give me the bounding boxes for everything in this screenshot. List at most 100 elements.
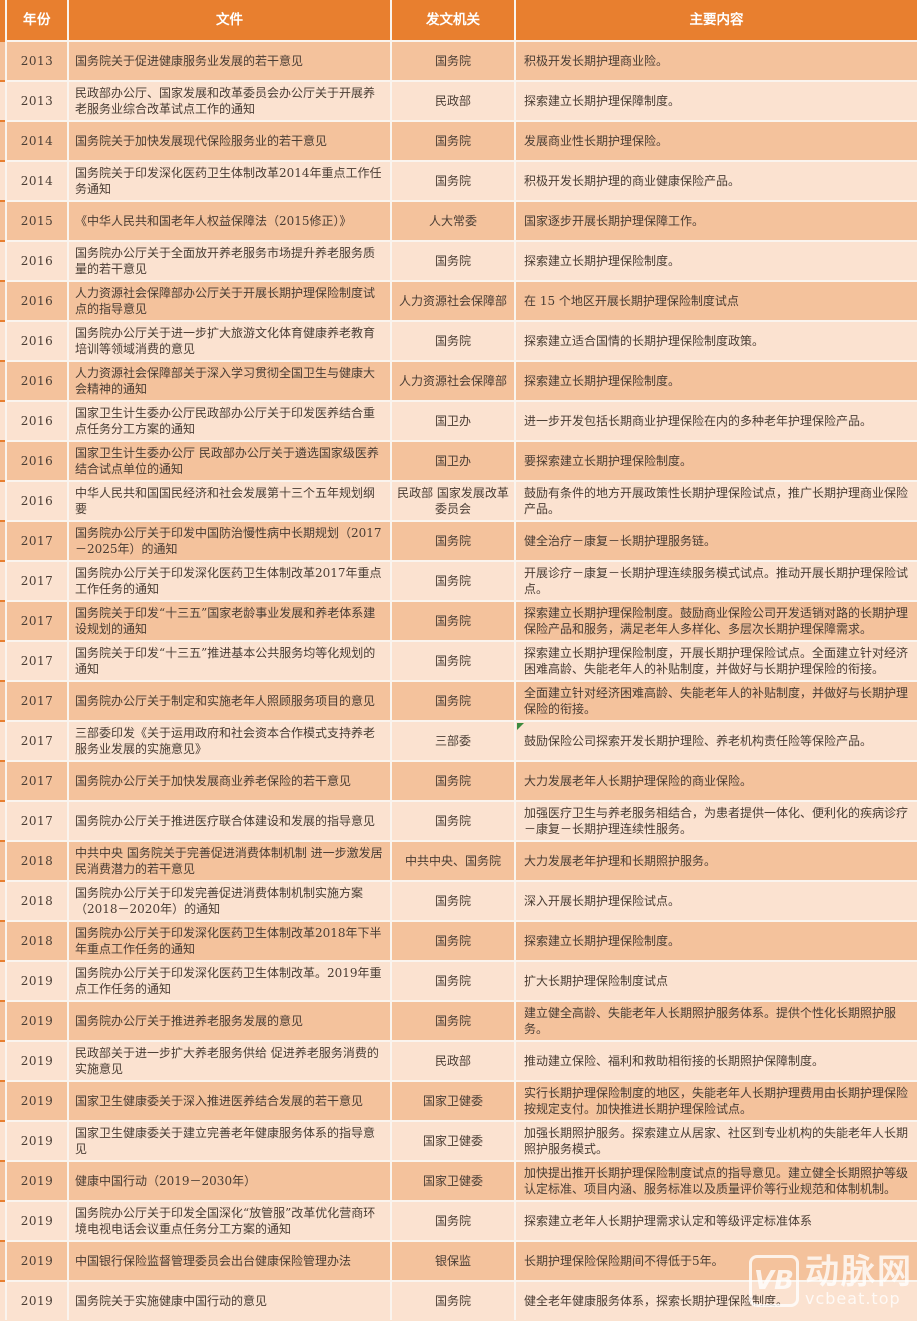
table-row: 2014 国务院关于印发深化医药卫生体制改革2014年重点工作任务通知 国务院 积极开… — [0, 160, 917, 200]
cell-content: 在 15 个地区开展长期护理保险制度试点 — [514, 280, 917, 320]
cell-text: 2016 — [20, 454, 54, 468]
row-edge-strip — [0, 1280, 5, 1320]
table-row: 2017 三部委印发《关于运用政府和社会资本合作模式支持养老服务业发展的实施意见》… — [0, 720, 917, 760]
cell-text: 探索建立长期护理保险制度，开展长期护理保险试点。全面建立针对经济困难高龄、失能老… — [524, 646, 909, 676]
table-row: 2013 民政部办公厅、国家发展和改革委员会办公厅关于开展养老服务业综合改革试点工… — [0, 80, 917, 120]
cell-text: 2016 — [20, 494, 54, 508]
cell-file: 三部委印发《关于运用政府和社会资本合作模式支持养老服务业发展的实施意见》 — [67, 720, 390, 760]
cell-text: 国务院 — [434, 774, 471, 788]
cell-text: 国务院 — [434, 134, 471, 148]
cell-content: 探索建立长期护理保险制度。 — [514, 920, 917, 960]
cell-text: 2017 — [20, 734, 54, 748]
cell-text: 国务院办公厅关于印发深化医药卫生体制改革。2019年重点工作任务的通知 — [75, 966, 382, 996]
table-row: 2017 国务院办公厅关于推进医疗联合体建设和发展的指导意见 国务院 加强医疗卫生与养… — [0, 800, 917, 840]
cell-text: 2017 — [20, 534, 54, 548]
cell-file: 国务院办公厅关于印发深化医药卫生体制改革2018年下半年重点工作任务的通知 — [67, 920, 390, 960]
row-edge-strip — [0, 400, 5, 440]
row-edge-strip — [0, 1120, 5, 1160]
cell-text: 深入开展长期护理保险试点。 — [524, 894, 681, 908]
cell-file: 国务院关于印发“十三五”推进基本公共服务均等化规划的通知 — [67, 640, 390, 680]
row-edge-strip — [0, 440, 5, 480]
cell-agency: 国务院 — [390, 800, 514, 840]
cell-text: 2017 — [20, 614, 54, 628]
cell-year: 2019 — [5, 1160, 67, 1200]
cell-year: 2017 — [5, 520, 67, 560]
row-edge-strip — [0, 120, 5, 160]
cell-text: 国家卫生健康委关于建立完善老年健康服务体系的指导意见 — [75, 1126, 376, 1156]
cell-text: 大力发展老年护理和长期照护服务。 — [524, 854, 717, 868]
cell-content: 探索建立长期护理保险制度。 — [514, 360, 917, 400]
cell-year: 2017 — [5, 680, 67, 720]
cell-text: 国家卫健委 — [422, 1134, 483, 1148]
row-edge-strip — [0, 1080, 5, 1120]
cell-year: 2015 — [5, 200, 67, 240]
cell-text: 2017 — [20, 574, 54, 588]
cell-text: 国务院 — [434, 1214, 471, 1228]
cell-text: 国家卫健委 — [422, 1174, 483, 1188]
cell-text: 2018 — [20, 894, 54, 908]
cell-agency: 人力资源社会保障部 — [390, 360, 514, 400]
cell-text: 国务院办公厅关于印发全国深化“放管服”改革优化营商环境电视电话会议重点任务分工方… — [75, 1206, 376, 1236]
cell-text: 国务院 — [434, 334, 471, 348]
table-row: 2016 国务院办公厅关于全面放开养老服务市场提升养老服务质量的若干意见 国务院 探索… — [0, 240, 917, 280]
row-edge-strip — [0, 80, 5, 120]
cell-text: 健康中国行动（2019－2030年） — [75, 1174, 257, 1188]
row-edge-strip — [0, 200, 5, 240]
cell-text: 在 15 个地区开展长期护理保险制度试点 — [524, 294, 739, 308]
column-header-file: 文件 — [67, 0, 390, 40]
cell-text: 国务院 — [434, 894, 471, 908]
cell-year: 2017 — [5, 760, 67, 800]
cell-year: 2018 — [5, 840, 67, 880]
cell-text: 国卫办 — [434, 414, 471, 428]
column-header-content: 主要内容 — [514, 0, 917, 40]
table-row: 2017 国务院关于印发“十三五”推进基本公共服务均等化规划的通知 国务院 探索建立长… — [0, 640, 917, 680]
cell-year: 2017 — [5, 600, 67, 640]
table-row: 2016 中华人民共和国国民经济和社会发展第十三个五年规划纲要 民政部 国家发展改革… — [0, 480, 917, 520]
row-edge-strip — [0, 800, 5, 840]
cell-text: 大力发展老年人长期护理保险的商业保险。 — [524, 774, 753, 788]
cell-text: 积极开发长期护理的商业健康保险产品。 — [524, 174, 741, 188]
cell-year: 2019 — [5, 1080, 67, 1120]
cell-text: 国务院 — [434, 654, 471, 668]
cell-agency: 国务院 — [390, 640, 514, 680]
table-row: 2017 国务院办公厅关于印发深化医药卫生体制改革2017年重点工作任务的通知 国务… — [0, 560, 917, 600]
cell-agency: 国卫办 — [390, 440, 514, 480]
cell-text: 开展诊疗－康复－长期护理连续服务模式试点。推动开展长期护理保险试点。 — [524, 566, 909, 596]
cell-text: 人力资源社会保障部 — [398, 294, 507, 308]
table-row: 2014 国务院关于加快发展现代保险服务业的若干意见 国务院 发展商业性长期护理保险。 — [0, 120, 917, 160]
cell-text: 民政部 国家发展改革委员会 — [397, 486, 509, 516]
cell-content: 推动建立保险、福利和救助相衔接的长期照护保障制度。 — [514, 1040, 917, 1080]
cell-year: 2019 — [5, 1200, 67, 1240]
cell-text: 中华人民共和国国民经济和社会发展第十三个五年规划纲要 — [75, 486, 376, 516]
cell-content: 加强长期照护服务。探索建立从居家、社区到专业机构的失能老年人长期照护服务模式。 — [514, 1120, 917, 1160]
cell-file: 中华人民共和国国民经济和社会发展第十三个五年规划纲要 — [67, 480, 390, 520]
row-edge-strip — [0, 40, 5, 80]
cell-text: 2016 — [20, 414, 54, 428]
cell-text: 国务院办公厅关于全面放开养老服务市场提升养老服务质量的若干意见 — [75, 246, 376, 276]
cell-text: 三部委印发《关于运用政府和社会资本合作模式支持养老服务业发展的实施意见》 — [75, 726, 376, 756]
cell-text: 国务院 — [434, 814, 471, 828]
cell-text: 2015 — [20, 214, 54, 228]
cell-agency: 人大常委 — [390, 200, 514, 240]
cell-agency: 国务院 — [390, 760, 514, 800]
cell-text: 2019 — [20, 1214, 54, 1228]
cell-agency: 国务院 — [390, 1280, 514, 1320]
cell-content: 积极开发长期护理商业险。 — [514, 40, 917, 80]
cell-text: 2013 — [20, 54, 54, 68]
cell-text: 健全老年健康服务体系，探索长期护理保险制度。 — [524, 1294, 789, 1308]
cell-content: 建立健全高龄、失能老年人长期照护服务体系。提供个性化长期照护服务。 — [514, 1000, 917, 1040]
cell-file: 国务院关于印发深化医药卫生体制改革2014年重点工作任务通知 — [67, 160, 390, 200]
cell-content: 健全老年健康服务体系，探索长期护理保险制度。 — [514, 1280, 917, 1320]
table-row: 2017 国务院办公厅关于印发中国防治慢性病中长期规划（2017－2025年）的通… — [0, 520, 917, 560]
cell-agency: 国务院 — [390, 1000, 514, 1040]
cell-text: 2019 — [20, 1014, 54, 1028]
table-row: 2017 国务院关于印发“十三五”国家老龄事业发展和养老体系建设规划的通知 国务院 探… — [0, 600, 917, 640]
cell-year: 2016 — [5, 480, 67, 520]
cell-text: 2017 — [20, 654, 54, 668]
cell-file: 国务院办公厅关于印发全国深化“放管服”改革优化营商环境电视电话会议重点任务分工方… — [67, 1200, 390, 1240]
cell-year: 2016 — [5, 240, 67, 280]
table-row: 2019 健康中国行动（2019－2030年） 国家卫健委 加快提出推开长期护理保险制… — [0, 1160, 917, 1200]
cell-year: 2014 — [5, 160, 67, 200]
cell-text: 国卫办 — [434, 454, 471, 468]
